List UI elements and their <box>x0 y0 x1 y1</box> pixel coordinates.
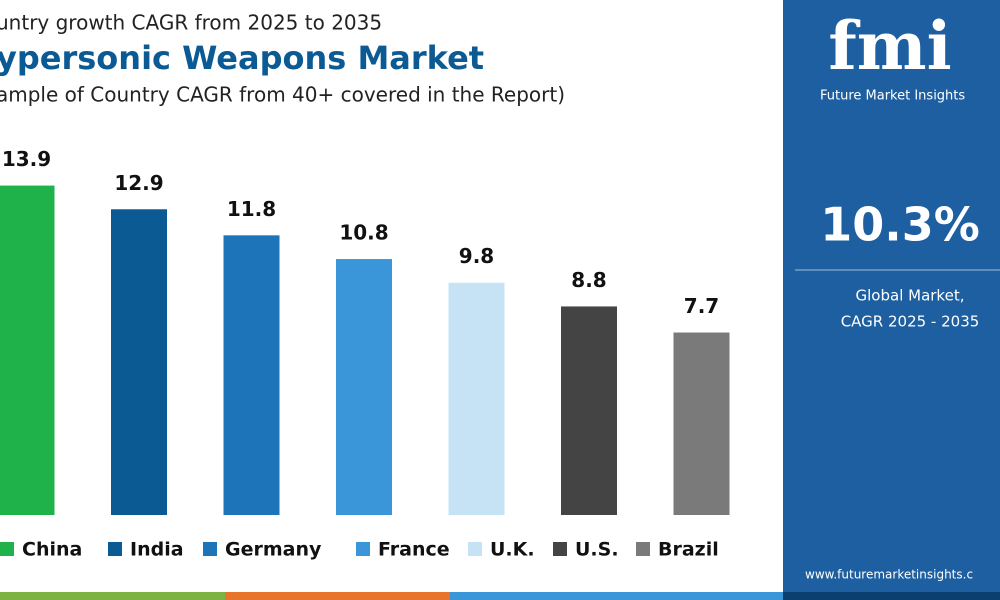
bar <box>448 282 505 515</box>
legend-swatch <box>108 542 122 556</box>
legend-swatch <box>636 542 650 556</box>
brand-name: Future Market Insights <box>820 89 965 104</box>
url: www.futuremarketinsights.c <box>805 568 973 582</box>
data-label: 7.7 <box>684 294 719 318</box>
stripe <box>0 592 225 600</box>
bar <box>561 306 617 515</box>
side-panel <box>783 0 1000 600</box>
stat-label: CAGR 2025 - 2035 <box>841 313 980 331</box>
legend-label: U.S. <box>575 539 619 561</box>
subtitle: ample of Country CAGR from 40+ covered i… <box>0 83 565 107</box>
bar <box>223 235 280 515</box>
stat: 10.3% <box>820 198 980 252</box>
stripe <box>450 592 783 600</box>
legend-label: Brazil <box>658 539 719 561</box>
bar <box>336 259 392 515</box>
data-label: 11.8 <box>227 197 276 221</box>
data-label: 12.9 <box>114 171 163 195</box>
legend-swatch <box>356 542 370 556</box>
data-label: 10.8 <box>339 221 388 245</box>
data-label: 8.8 <box>571 268 606 292</box>
stat-label: Global Market, <box>856 287 965 305</box>
data-label: 9.8 <box>459 244 494 268</box>
title: ypersonic Weapons Market <box>0 39 484 77</box>
legend-label: U.K. <box>490 539 535 561</box>
data-label: 13.9 <box>2 147 51 171</box>
supertitle: untry growth CAGR from 2025 to 2035 <box>0 11 382 35</box>
bar <box>111 209 167 515</box>
legend-label: India <box>130 539 184 561</box>
stripe <box>225 592 450 600</box>
brand-logo: fmi <box>828 7 951 85</box>
legend-label: Germany <box>225 539 322 561</box>
stripe <box>783 592 1000 600</box>
legend-swatch <box>0 542 14 556</box>
bar <box>673 332 730 515</box>
bar <box>0 185 55 515</box>
legend-swatch <box>468 542 482 556</box>
legend-label: China <box>22 539 82 561</box>
legend-swatch <box>553 542 567 556</box>
legend-swatch <box>203 542 217 556</box>
legend-label: France <box>378 539 450 561</box>
